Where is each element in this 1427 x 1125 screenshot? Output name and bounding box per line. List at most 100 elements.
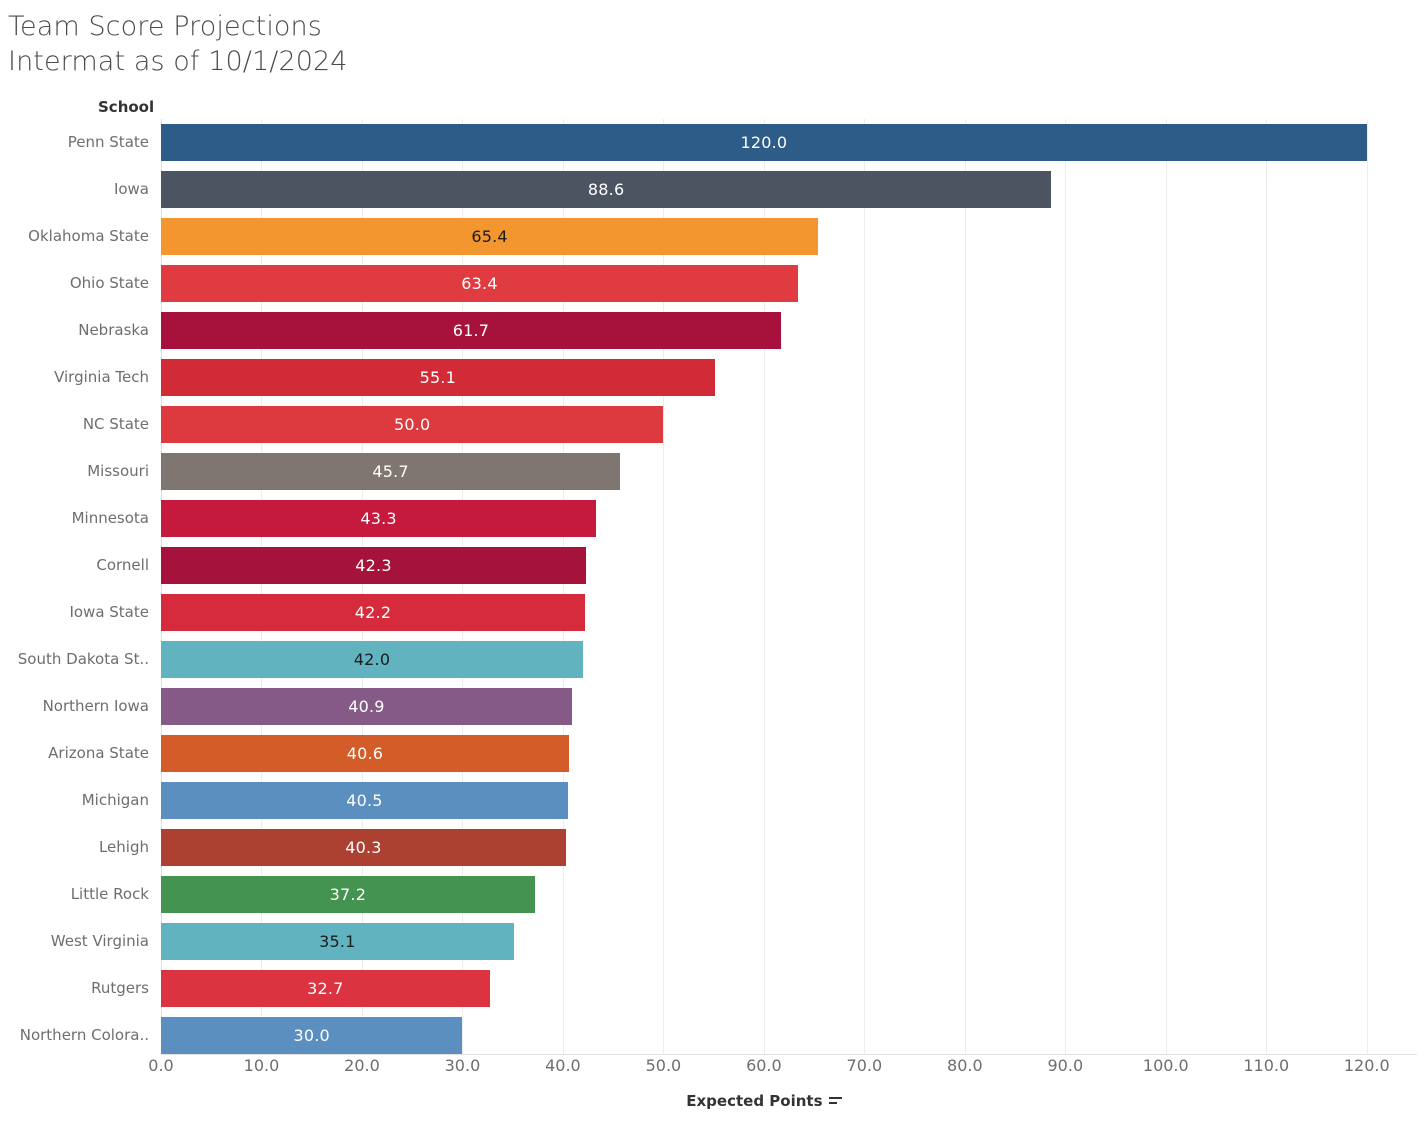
- bar[interactable]: 65.4: [161, 218, 819, 255]
- category-label-row[interactable]: Iowa State: [0, 589, 155, 636]
- bar[interactable]: 40.3: [161, 829, 566, 866]
- category-label[interactable]: Penn State: [67, 133, 149, 151]
- gridline: [1266, 119, 1268, 1054]
- bar-value-label: 37.2: [329, 885, 367, 904]
- bar-value-label: 42.3: [355, 556, 392, 575]
- bar-row: 42.0: [161, 636, 1417, 683]
- category-label[interactable]: NC State: [82, 415, 149, 433]
- category-label[interactable]: Missouri: [87, 462, 149, 480]
- category-label[interactable]: Rutgers: [91, 979, 149, 997]
- bar-row: 42.3: [161, 542, 1417, 589]
- category-label[interactable]: Oklahoma State: [28, 227, 149, 245]
- bar[interactable]: 45.7: [161, 453, 621, 490]
- bar-row: 120.0: [161, 119, 1417, 166]
- bar-row: 40.9: [161, 683, 1417, 730]
- category-label-row[interactable]: Northern Iowa: [0, 683, 155, 730]
- x-tick-label: 100.0: [1142, 1056, 1189, 1075]
- bar[interactable]: 42.0: [161, 641, 584, 678]
- category-label[interactable]: Arizona State: [48, 744, 149, 762]
- category-label[interactable]: West Virginia: [50, 932, 149, 950]
- bar[interactable]: 32.7: [161, 970, 490, 1007]
- category-label[interactable]: Lehigh: [98, 838, 149, 856]
- category-label[interactable]: South Dakota St..: [17, 650, 149, 668]
- x-tick-label: 110.0: [1243, 1056, 1290, 1075]
- bar-value-label: 65.4: [471, 227, 508, 246]
- bar[interactable]: 30.0: [161, 1017, 463, 1054]
- gridline: [864, 119, 866, 1054]
- category-label-row[interactable]: Lehigh: [0, 824, 155, 871]
- gridline: [1165, 119, 1167, 1054]
- bar-value-label: 35.1: [319, 932, 356, 951]
- category-label[interactable]: Iowa State: [69, 603, 149, 621]
- category-label-row[interactable]: Nebraska: [0, 307, 155, 354]
- category-label[interactable]: Minnesota: [71, 509, 149, 527]
- x-tick-label: 10.0: [243, 1056, 280, 1075]
- bar[interactable]: 50.0: [161, 406, 664, 443]
- bar[interactable]: 40.6: [161, 735, 569, 772]
- bar[interactable]: 61.7: [161, 312, 781, 349]
- category-axis: Penn State Iowa Oklahoma State Ohio State Ne…: [0, 119, 155, 1054]
- column-header-school: School: [98, 98, 155, 116]
- category-label-row[interactable]: Northern Colora..: [0, 1012, 155, 1059]
- category-label-row[interactable]: Virginia Tech: [0, 354, 155, 401]
- category-label-row[interactable]: Iowa: [0, 166, 155, 213]
- chart-title-line-2: Intermat as of 10/1/2024: [8, 45, 348, 77]
- category-label-row[interactable]: NC State: [0, 401, 155, 448]
- category-label[interactable]: Cornell: [96, 556, 149, 574]
- category-label-row[interactable]: West Virginia: [0, 918, 155, 965]
- bar-value-label: 120.0: [740, 133, 788, 152]
- category-label-row[interactable]: Oklahoma State: [0, 213, 155, 260]
- category-label-row[interactable]: Michigan: [0, 777, 155, 824]
- category-label-row[interactable]: Little Rock: [0, 871, 155, 918]
- category-label-row[interactable]: Rutgers: [0, 965, 155, 1012]
- category-label[interactable]: Nebraska: [78, 321, 149, 339]
- bar-value-label: 55.1: [419, 368, 457, 387]
- bar[interactable]: 42.2: [161, 594, 586, 631]
- x-tick-label: 80.0: [947, 1056, 983, 1075]
- category-label-row[interactable]: Arizona State: [0, 730, 155, 777]
- bar[interactable]: 40.9: [161, 688, 572, 725]
- bar-value-label: 63.4: [461, 274, 498, 293]
- bar[interactable]: 120.0: [161, 124, 1367, 161]
- category-label-row[interactable]: Missouri: [0, 448, 155, 495]
- category-label-row[interactable]: South Dakota St..: [0, 636, 155, 683]
- bar-row: 55.1: [161, 354, 1417, 401]
- category-label[interactable]: Little Rock: [70, 885, 149, 903]
- x-tick-label: 90.0: [1047, 1056, 1084, 1075]
- gridline: [1366, 119, 1368, 1054]
- bar-row: 40.5: [161, 777, 1417, 824]
- bar[interactable]: 42.3: [161, 547, 587, 584]
- x-tick-label: 30.0: [444, 1056, 481, 1075]
- bar-row: 30.0: [161, 1012, 1417, 1059]
- category-label[interactable]: Northern Colora..: [19, 1026, 149, 1044]
- bar[interactable]: 55.1: [161, 359, 715, 396]
- x-tick-label: 50.0: [645, 1056, 682, 1075]
- bar[interactable]: 88.6: [161, 171, 1052, 208]
- axis-gridlines: [161, 119, 1417, 1055]
- category-label-row[interactable]: Penn State: [0, 119, 155, 166]
- category-label-row[interactable]: Minnesota: [0, 495, 155, 542]
- bar[interactable]: 35.1: [161, 923, 514, 960]
- bar-row: 32.7: [161, 965, 1417, 1012]
- category-label[interactable]: Michigan: [81, 791, 149, 809]
- sort-descending-icon[interactable]: [828, 1096, 842, 1108]
- bar[interactable]: 63.4: [161, 265, 799, 302]
- gridline: [562, 119, 564, 1054]
- bar-value-label: 61.7: [452, 321, 490, 340]
- category-label[interactable]: Virginia Tech: [54, 368, 149, 386]
- x-tick-label: 70.0: [846, 1056, 883, 1075]
- category-label-row[interactable]: Ohio State: [0, 260, 155, 307]
- category-label[interactable]: Ohio State: [69, 274, 149, 292]
- bar-value-label: 40.9: [348, 697, 385, 716]
- x-axis-ticks: 0.0 10.0 20.0 30.0 40.0 50.0 60.0 70.0 80.0 90.0 1…: [148, 1056, 1417, 1086]
- bar[interactable]: 43.3: [161, 500, 597, 537]
- gridline: [763, 119, 765, 1054]
- bar-value-label: 30.0: [293, 1026, 330, 1045]
- gridline: [261, 119, 263, 1054]
- category-label[interactable]: Iowa: [113, 180, 149, 198]
- category-label[interactable]: Northern Iowa: [42, 697, 149, 715]
- bar[interactable]: 40.5: [161, 782, 568, 819]
- x-tick-label: 40.0: [545, 1056, 581, 1075]
- category-label-row[interactable]: Cornell: [0, 542, 155, 589]
- bar[interactable]: 37.2: [161, 876, 535, 913]
